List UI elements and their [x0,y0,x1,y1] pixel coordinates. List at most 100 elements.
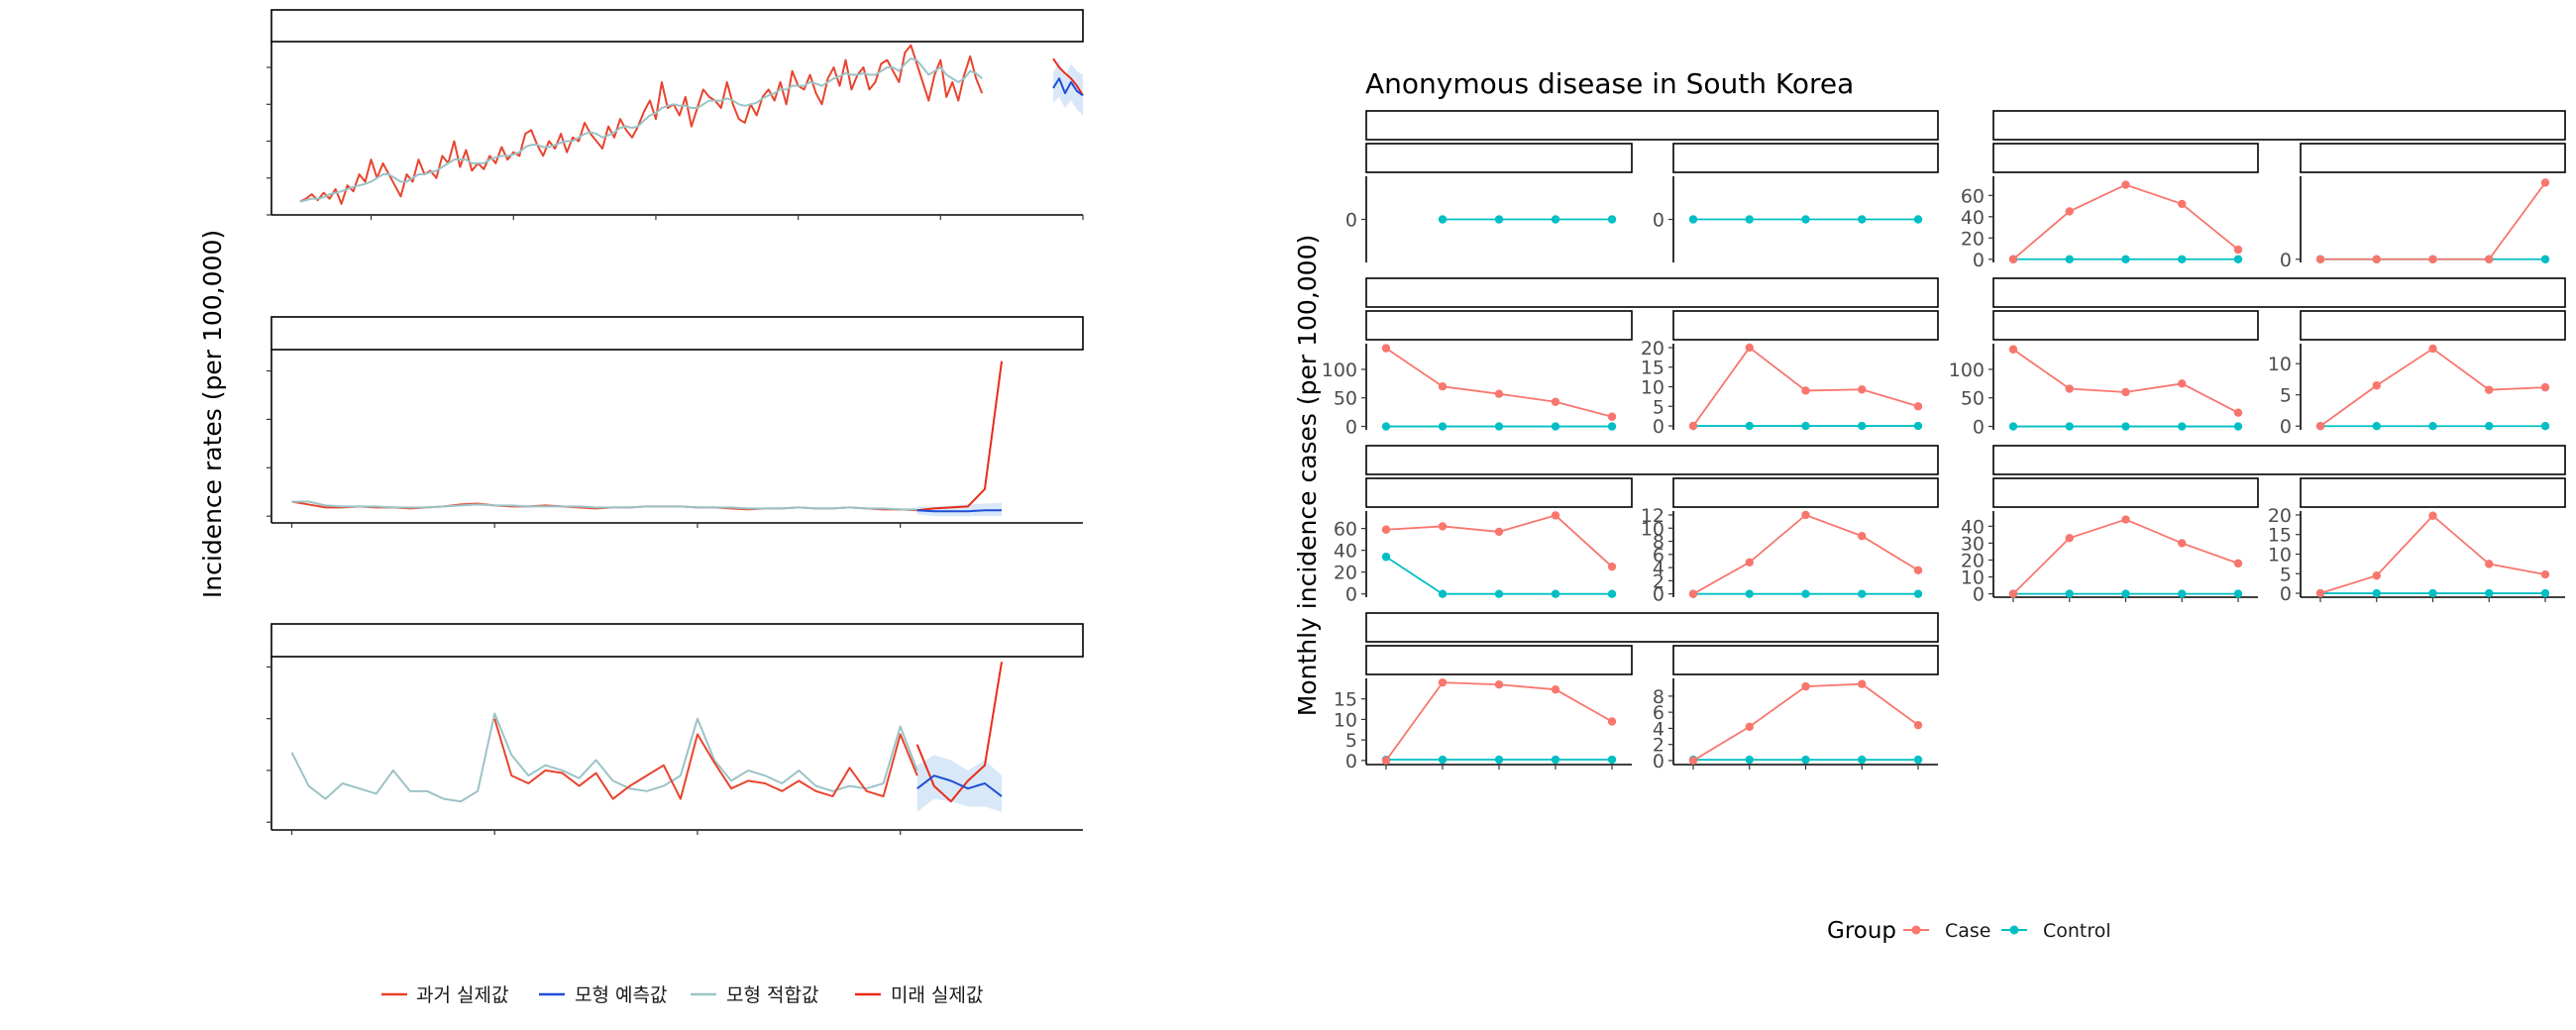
data-point-case [1801,510,1810,520]
series-line-model-fitted [291,500,917,511]
data-point-case [2008,345,2018,354]
right-chart-title: Anonymous disease in South Korea [1365,67,1854,100]
y-tick-label: 20 [1334,563,1357,584]
data-point-control [1381,553,1391,562]
data-point-control [1494,755,1504,765]
data-point-control [2485,422,2494,431]
right-chart: 0 002040600050100051015200501000510020406… [1322,110,2566,772]
panel-0-18-female: 0 [1345,143,1633,262]
data-point-case [1551,397,1560,406]
data-point-control [1858,215,1867,224]
data-point-case [2065,534,2074,543]
data-point-case [2178,199,2187,209]
data-point-case [2178,379,2187,388]
y-tick-label: 10 [1641,377,1664,399]
data-point-control [2540,255,2550,263]
facet-2 [267,316,1084,528]
legend-label-future-actual: 미래 실제값 [891,984,983,1006]
series-band-model-forecast [916,755,1003,812]
y-tick-label: 0 [1653,584,1664,606]
sex-strip [1672,645,1939,675]
data-point-control [1551,422,1560,431]
series-line-case [1385,347,1613,418]
sex-strip [1992,477,2259,508]
right-legend: Group Case Control [1827,918,2111,944]
series-line-model-forecast [916,774,1003,797]
data-point-case [1607,562,1617,571]
y-tick-label: 0 [2280,250,2292,271]
y-tick-label: 100 [1322,360,1357,381]
data-point-case [1913,720,1923,730]
series-line-case [1692,682,1919,762]
data-point-control [1858,421,1867,431]
data-point-control [1551,755,1560,765]
age-strip [1365,110,1939,141]
data-point-control [1494,422,1504,431]
data-point-case [1801,681,1810,691]
panel-30-39-female: 0 50 100 [1322,310,1633,439]
legend-label-case: Case [1945,920,1991,942]
y-tick-label: 10 [1641,518,1664,540]
data-point-case [2315,255,2325,263]
facet-strip [270,623,1084,658]
y-tick-label: 40 [1961,207,1985,229]
series-line-case [1385,514,1613,567]
sex-strip [1365,645,1633,675]
y-tick-label: 0 [2280,416,2292,438]
data-point-control [2485,588,2494,598]
y-tick-label: 2 [1653,570,1664,592]
data-point-case [2121,180,2130,189]
y-tick-label: 12 [1641,505,1664,527]
y-tick-label: 40 [1961,516,1985,538]
y-tick-label: 10 [1961,567,1985,589]
y-tick-label: 10 [1334,709,1357,731]
facet-1 [267,9,1084,220]
legend-label-control: Control [2043,920,2111,942]
data-point-control [2121,589,2130,598]
y-tick-label: 0 [1973,584,1985,606]
data-point-case [1858,679,1867,688]
data-point-case [2372,255,2381,263]
data-point-control [2233,255,2243,263]
data-point-control [1551,215,1560,224]
y-tick-label: 0 [1345,210,1357,232]
y-tick-label: 30 [1961,533,1985,555]
data-point-control [2065,255,2074,263]
data-point-case [1607,412,1617,421]
data-point-case [1494,680,1504,689]
data-point-case [2540,178,2550,187]
y-tick-label: 5 [1653,396,1664,418]
data-point-control [1858,755,1867,765]
series-line-future-actual [915,662,1004,803]
data-point-control [1607,215,1617,224]
data-point-control [1801,755,1810,765]
y-tick-label: 8 [1653,532,1664,554]
data-point-control [2540,588,2550,598]
series-line-future-actual [1052,57,1084,96]
y-tick-label: 2 [1653,735,1664,757]
y-tick-label: 50 [1334,388,1357,410]
data-point-case [1607,717,1617,726]
y-tick-label: 6 [1653,545,1664,566]
data-point-control [1688,215,1698,224]
left-chart [267,9,1084,835]
legend-title-group: Group [1827,918,1896,944]
y-tick-label: 0 [1973,250,1985,271]
data-point-case [1858,532,1867,541]
data-point-control [1745,215,1754,224]
sex-strip [1365,477,1633,508]
data-point-case [1858,385,1867,394]
series-line-case [1385,681,1613,762]
data-point-case [1551,684,1560,694]
y-tick-label: 50 [1961,388,1985,410]
data-point-control [1607,422,1617,431]
data-point-case [2121,515,2130,524]
data-point-case [2178,539,2187,548]
